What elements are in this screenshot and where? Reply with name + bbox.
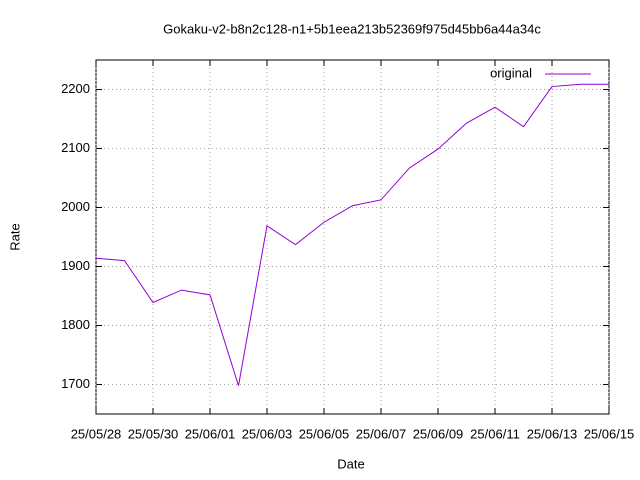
y-tick-label: 2000 bbox=[61, 199, 90, 214]
x-tick-label: 25/06/15 bbox=[584, 426, 635, 441]
plot-frame bbox=[95, 59, 610, 415]
y-axis-label: Rate bbox=[7, 223, 22, 250]
series-line bbox=[95, 83, 609, 386]
y-tick-label: 2200 bbox=[61, 81, 90, 96]
x-axis-label: Date bbox=[337, 456, 364, 471]
x-tick-label: 25/06/05 bbox=[299, 426, 350, 441]
x-tick-label: 25/05/28 bbox=[71, 426, 122, 441]
x-tick-label: 25/05/30 bbox=[128, 426, 179, 441]
legend-label: original bbox=[490, 65, 532, 80]
y-tick-label: 1800 bbox=[61, 317, 90, 332]
y-tick-label: 2100 bbox=[61, 140, 90, 155]
x-tick-label: 25/06/11 bbox=[470, 426, 520, 441]
x-tick-label: 25/06/09 bbox=[413, 426, 464, 441]
chart-title: Gokaku-v2-b8n2c128-n1+5b1eea213b52369f97… bbox=[163, 21, 541, 36]
x-tick-label: 25/06/03 bbox=[242, 426, 293, 441]
x-tick-label: 25/06/01 bbox=[185, 426, 236, 441]
x-tick-label: 25/06/13 bbox=[527, 426, 578, 441]
y-tick-label: 1900 bbox=[61, 258, 90, 273]
x-tick-label: 25/06/07 bbox=[356, 426, 407, 441]
y-tick-label: 1700 bbox=[61, 376, 90, 391]
